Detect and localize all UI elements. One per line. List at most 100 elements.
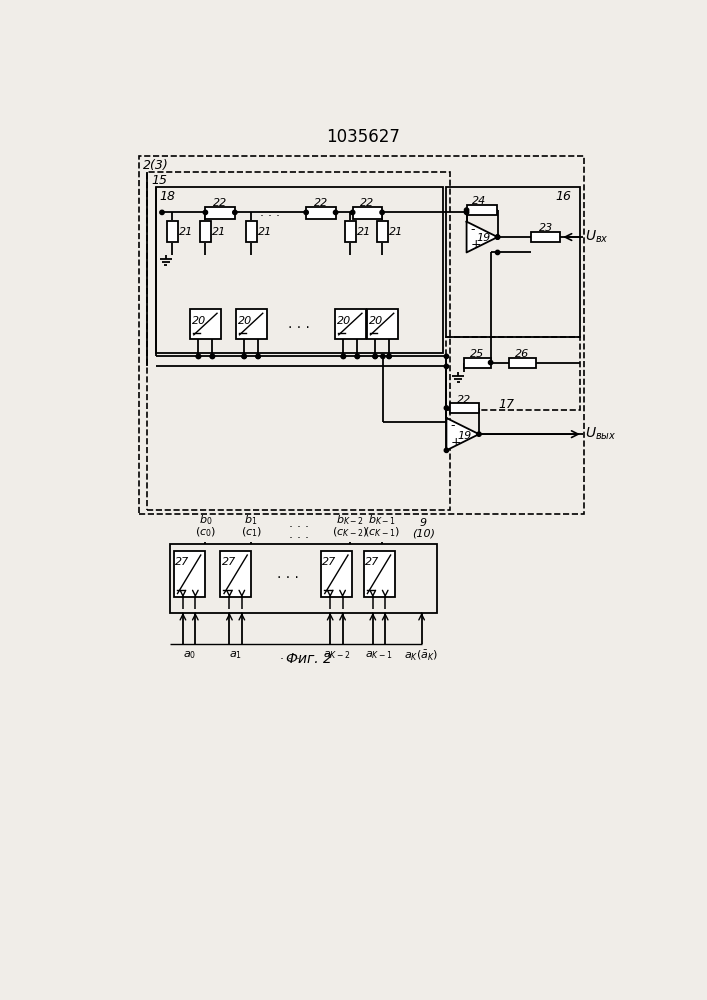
Bar — [139, 156, 585, 514]
Circle shape — [373, 354, 378, 359]
Circle shape — [197, 354, 201, 359]
Circle shape — [160, 210, 164, 215]
Circle shape — [444, 406, 449, 410]
Text: -: - — [470, 223, 475, 236]
Circle shape — [210, 354, 214, 359]
Bar — [200, 221, 211, 242]
Text: 9: 9 — [420, 518, 427, 528]
Text: +: + — [470, 238, 481, 251]
Bar — [335, 309, 366, 339]
Text: $U_{вых}$: $U_{вых}$ — [585, 426, 617, 442]
Circle shape — [341, 354, 346, 359]
Circle shape — [355, 354, 359, 359]
Circle shape — [351, 210, 355, 215]
Text: $a_0$: $a_0$ — [182, 649, 196, 661]
Text: 27: 27 — [365, 557, 379, 567]
Bar — [446, 187, 580, 337]
Bar — [509, 358, 535, 368]
Bar — [377, 221, 387, 242]
Text: $b_{K-1}$: $b_{K-1}$ — [368, 514, 396, 527]
Text: . . .: . . . — [288, 317, 310, 331]
Text: . . .: . . . — [277, 567, 299, 581]
Text: 23: 23 — [539, 223, 553, 233]
Text: $U_{вх}$: $U_{вх}$ — [585, 229, 609, 245]
Text: 22: 22 — [213, 198, 227, 208]
Text: (10): (10) — [411, 528, 435, 538]
Text: $b_0$: $b_0$ — [199, 514, 212, 527]
Text: 22: 22 — [314, 198, 328, 208]
Polygon shape — [446, 418, 479, 450]
Bar — [170, 544, 437, 613]
Text: 22: 22 — [457, 395, 472, 405]
Text: 20: 20 — [192, 316, 206, 326]
Text: 1035627: 1035627 — [326, 128, 399, 146]
Bar — [464, 358, 491, 368]
Circle shape — [477, 432, 481, 436]
Circle shape — [242, 354, 246, 359]
Bar — [147, 172, 450, 510]
Circle shape — [496, 250, 500, 255]
Text: $a_1$: $a_1$ — [229, 649, 243, 661]
Circle shape — [496, 235, 500, 239]
Text: 21: 21 — [389, 227, 403, 237]
Text: . . .: . . . — [260, 206, 281, 219]
Circle shape — [210, 354, 214, 359]
Bar — [467, 205, 497, 215]
Circle shape — [233, 210, 237, 215]
Text: 20: 20 — [337, 316, 351, 326]
Text: 17: 17 — [499, 398, 515, 411]
Text: 26: 26 — [515, 349, 530, 359]
Text: 27: 27 — [322, 557, 337, 567]
Circle shape — [334, 210, 338, 215]
Text: 20: 20 — [238, 316, 252, 326]
Text: $(c_{K-2})$: $(c_{K-2})$ — [332, 525, 368, 539]
Circle shape — [256, 354, 260, 359]
Text: 25: 25 — [470, 349, 484, 359]
Circle shape — [203, 210, 208, 215]
Bar — [345, 221, 356, 242]
Circle shape — [387, 354, 391, 359]
Text: 21: 21 — [357, 227, 372, 237]
Text: 21: 21 — [179, 227, 193, 237]
Circle shape — [496, 235, 500, 239]
Circle shape — [489, 360, 493, 365]
Text: 16: 16 — [556, 190, 572, 203]
Bar — [353, 207, 382, 219]
Text: 2(3): 2(3) — [143, 159, 168, 172]
Circle shape — [380, 210, 385, 215]
Text: -: - — [450, 419, 455, 432]
Text: 21: 21 — [258, 227, 272, 237]
Text: $b_{K-2}$: $b_{K-2}$ — [337, 514, 364, 527]
Bar — [363, 551, 395, 597]
Circle shape — [444, 364, 449, 369]
Text: . . .: . . . — [289, 517, 309, 530]
Circle shape — [464, 210, 469, 215]
Bar — [531, 232, 561, 242]
Bar — [306, 207, 336, 219]
Text: Фиг. 2: Фиг. 2 — [286, 652, 332, 666]
Bar — [450, 403, 479, 413]
Bar — [235, 309, 267, 339]
Bar — [206, 207, 235, 219]
Bar — [156, 187, 443, 353]
Text: 19: 19 — [477, 233, 491, 243]
Circle shape — [380, 354, 385, 359]
Bar — [246, 221, 257, 242]
Bar — [367, 309, 397, 339]
Circle shape — [444, 448, 449, 452]
Text: $(c_{K-1})$: $(c_{K-1})$ — [364, 525, 400, 539]
Circle shape — [373, 354, 378, 359]
Text: $a_{K-1}$: $a_{K-1}$ — [365, 649, 393, 661]
Bar — [220, 551, 251, 597]
Circle shape — [341, 354, 346, 359]
Text: 27: 27 — [175, 557, 189, 567]
Circle shape — [256, 354, 260, 359]
Text: 15: 15 — [151, 174, 167, 187]
Bar — [321, 551, 352, 597]
Bar — [446, 337, 580, 410]
Bar — [167, 221, 177, 242]
Bar — [190, 309, 221, 339]
Text: 19: 19 — [457, 431, 472, 441]
Text: 18: 18 — [160, 190, 175, 203]
Text: 27: 27 — [222, 557, 236, 567]
